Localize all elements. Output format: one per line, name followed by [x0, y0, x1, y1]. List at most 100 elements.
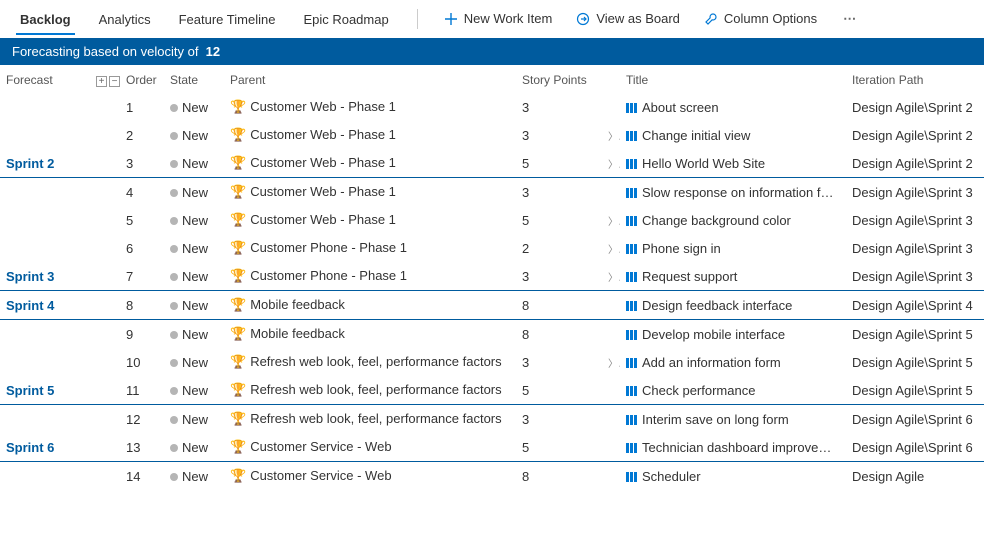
user-story-icon: [626, 329, 638, 341]
parent-cell[interactable]: 🏆Mobile feedback: [224, 320, 516, 349]
order-cell: 2: [120, 121, 164, 149]
title-cell[interactable]: Hello World Web Site: [620, 149, 846, 178]
table-row[interactable]: 12New🏆Refresh web look, feel, performanc…: [0, 405, 984, 434]
table-row[interactable]: 2New🏆Customer Web - Phase 13〉Change init…: [0, 121, 984, 149]
table-row[interactable]: 1New🏆Customer Web - Phase 13About screen…: [0, 93, 984, 121]
expand-cell[interactable]: 〉: [602, 206, 620, 234]
order-cell: 12: [120, 405, 164, 434]
trophy-icon: 🏆: [230, 127, 246, 142]
parent-cell[interactable]: 🏆Customer Web - Phase 1: [224, 206, 516, 234]
table-row[interactable]: Sprint 48New🏆Mobile feedback8Design feed…: [0, 291, 984, 320]
title-cell[interactable]: Phone sign in: [620, 234, 846, 262]
new-work-item-button[interactable]: New Work Item: [442, 7, 555, 30]
state-dot-icon: [170, 444, 178, 452]
parent-cell[interactable]: 🏆Refresh web look, feel, performance fac…: [224, 405, 516, 434]
user-story-icon: [626, 215, 638, 227]
state-cell: New: [164, 348, 224, 376]
expand-cell[interactable]: 〉: [602, 234, 620, 262]
title-cell[interactable]: Check performance: [620, 376, 846, 405]
title-cell[interactable]: Interim save on long form: [620, 405, 846, 434]
title-cell[interactable]: Design feedback interface: [620, 291, 846, 320]
table-row[interactable]: 10New🏆Refresh web look, feel, performanc…: [0, 348, 984, 376]
table-row[interactable]: 5New🏆Customer Web - Phase 15〉Change back…: [0, 206, 984, 234]
trophy-icon: 🏆: [230, 268, 246, 283]
chevron-right-icon: 〉: [608, 213, 620, 228]
parent-cell[interactable]: 🏆Customer Web - Phase 1: [224, 93, 516, 121]
table-row[interactable]: Sprint 37New🏆Customer Phone - Phase 13〉R…: [0, 262, 984, 291]
header-title[interactable]: Title: [620, 65, 846, 93]
title-cell[interactable]: Develop mobile interface: [620, 320, 846, 349]
parent-cell[interactable]: 🏆Refresh web look, feel, performance fac…: [224, 348, 516, 376]
order-cell: 13: [120, 433, 164, 462]
tab-feature-timeline[interactable]: Feature Timeline: [175, 4, 280, 33]
title-cell[interactable]: Slow response on information form: [620, 178, 846, 207]
trophy-icon: 🏆: [230, 354, 246, 369]
header-parent[interactable]: Parent: [224, 65, 516, 93]
forecast-label: Sprint 3: [6, 269, 54, 284]
parent-cell[interactable]: 🏆Mobile feedback: [224, 291, 516, 320]
parent-cell[interactable]: 🏆Customer Service - Web: [224, 462, 516, 491]
expand-cell[interactable]: 〉: [602, 262, 620, 291]
state-cell: New: [164, 178, 224, 207]
expand-cell[interactable]: 〉: [602, 121, 620, 149]
header-expand[interactable]: +−: [90, 65, 120, 93]
header-order[interactable]: Order: [120, 65, 164, 93]
expand-cell[interactable]: 〉: [602, 348, 620, 376]
header-forecast[interactable]: Forecast: [0, 65, 90, 93]
table-row[interactable]: Sprint 511New🏆Refresh web look, feel, pe…: [0, 376, 984, 405]
chevron-right-icon: 〉: [608, 241, 620, 256]
tab-epic-roadmap[interactable]: Epic Roadmap: [299, 4, 392, 33]
expand-cell: [602, 462, 620, 491]
story-points-cell: 3: [516, 178, 602, 207]
trophy-icon: 🏆: [230, 212, 246, 227]
title-cell[interactable]: Request support: [620, 262, 846, 291]
parent-cell[interactable]: 🏆Customer Web - Phase 1: [224, 178, 516, 207]
parent-cell[interactable]: 🏆Refresh web look, feel, performance fac…: [224, 376, 516, 405]
view-as-board-button[interactable]: View as Board: [574, 7, 682, 30]
title-cell[interactable]: About screen: [620, 93, 846, 121]
header-state[interactable]: State: [164, 65, 224, 93]
expand-cell[interactable]: 〉: [602, 149, 620, 178]
trophy-icon: 🏆: [230, 297, 246, 312]
story-points-cell: 5: [516, 376, 602, 405]
header-iteration[interactable]: Iteration Path: [846, 65, 984, 93]
table-row[interactable]: 6New🏆Customer Phone - Phase 12〉Phone sig…: [0, 234, 984, 262]
chevron-right-icon: 〉: [608, 355, 620, 370]
trophy-icon: 🏆: [230, 184, 246, 199]
title-cell[interactable]: Change initial view: [620, 121, 846, 149]
table-row[interactable]: 14New🏆Customer Service - Web8SchedulerDe…: [0, 462, 984, 491]
title-cell[interactable]: Scheduler: [620, 462, 846, 491]
table-row[interactable]: 4New🏆Customer Web - Phase 13Slow respons…: [0, 178, 984, 207]
expand-all-icon[interactable]: +: [96, 76, 107, 87]
expand-cell: [602, 405, 620, 434]
table-row[interactable]: 9New🏆Mobile feedback8Develop mobile inte…: [0, 320, 984, 349]
collapse-all-icon[interactable]: −: [109, 76, 120, 87]
header-row: Forecast +− Order State Parent Story Poi…: [0, 65, 984, 93]
title-cell[interactable]: Technician dashboard improvements: [620, 433, 846, 462]
board-icon: [576, 12, 590, 26]
header-story-points[interactable]: Story Points: [516, 65, 602, 93]
parent-cell[interactable]: 🏆Customer Web - Phase 1: [224, 121, 516, 149]
tab-backlog[interactable]: Backlog: [16, 4, 75, 33]
tab-analytics[interactable]: Analytics: [95, 4, 155, 33]
title-cell[interactable]: Change background color: [620, 206, 846, 234]
title-cell[interactable]: Add an information form: [620, 348, 846, 376]
state-dot-icon: [170, 132, 178, 140]
parent-cell[interactable]: 🏆Customer Phone - Phase 1: [224, 262, 516, 291]
user-story-icon: [626, 271, 638, 283]
more-button[interactable]: ⋯: [839, 11, 860, 27]
state-cell: New: [164, 291, 224, 320]
parent-cell[interactable]: 🏆Customer Web - Phase 1: [224, 149, 516, 178]
expand-cell: [602, 433, 620, 462]
column-options-button[interactable]: Column Options: [702, 7, 819, 30]
table-row[interactable]: Sprint 613New🏆Customer Service - Web5Tec…: [0, 433, 984, 462]
state-dot-icon: [170, 416, 178, 424]
table-row[interactable]: Sprint 23New🏆Customer Web - Phase 15〉Hel…: [0, 149, 984, 178]
user-story-icon: [626, 130, 638, 142]
state-cell: New: [164, 262, 224, 291]
parent-cell[interactable]: 🏆Customer Service - Web: [224, 433, 516, 462]
state-cell: New: [164, 234, 224, 262]
story-points-cell: 8: [516, 291, 602, 320]
parent-cell[interactable]: 🏆Customer Phone - Phase 1: [224, 234, 516, 262]
iteration-cell: Design Agile\Sprint 3: [846, 206, 984, 234]
